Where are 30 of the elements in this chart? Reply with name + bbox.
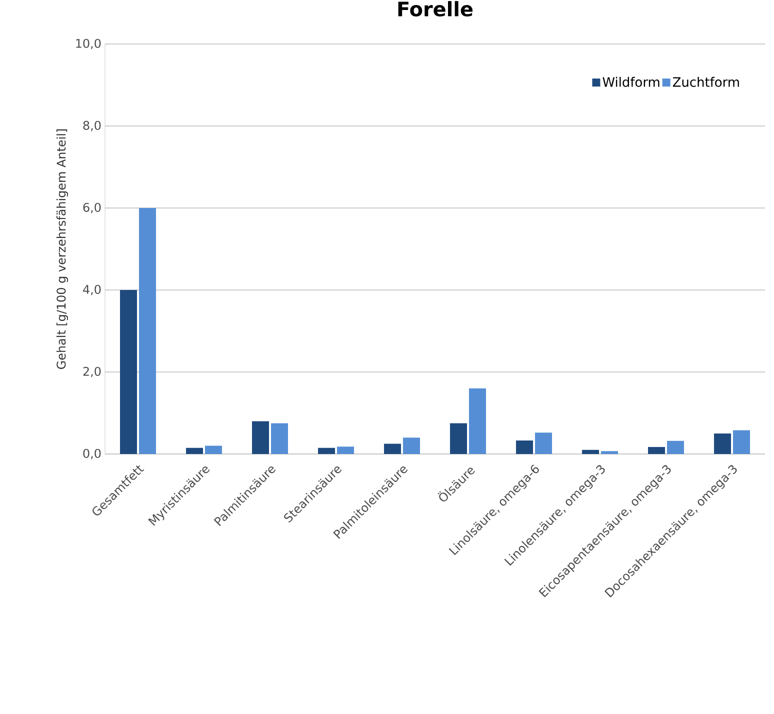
legend-label: Wildform — [602, 76, 660, 87]
y-axis-title: Gehalt [g/100 g verzehrsfähigem Anteil] — [56, 129, 68, 369]
bar — [667, 440, 684, 454]
y-tick-label: 2,0 — [83, 366, 101, 378]
bar — [271, 423, 288, 454]
bar — [138, 208, 156, 454]
bar — [384, 444, 402, 454]
bar — [120, 290, 138, 454]
bar — [582, 450, 600, 454]
bar — [601, 451, 618, 454]
bar — [403, 438, 420, 454]
bar — [450, 423, 468, 454]
bar — [252, 421, 270, 454]
y-tick-label: 10,0 — [76, 38, 101, 50]
bar — [469, 388, 486, 454]
bar — [535, 432, 552, 454]
y-tick-label: 8,0 — [83, 120, 101, 132]
bar — [318, 448, 336, 454]
y-tick-label: 4,0 — [83, 284, 101, 296]
bar — [186, 448, 204, 454]
bar — [733, 430, 750, 454]
bar — [337, 446, 354, 454]
chart-title: Forelle — [398, 1, 473, 16]
legend-label: Zuchtform — [672, 76, 739, 87]
bar — [516, 440, 534, 454]
y-tick-label: 6,0 — [83, 202, 101, 214]
y-tick-label: 0,0 — [83, 448, 101, 460]
bar — [204, 446, 222, 454]
bar — [648, 447, 666, 454]
bar — [714, 434, 732, 454]
